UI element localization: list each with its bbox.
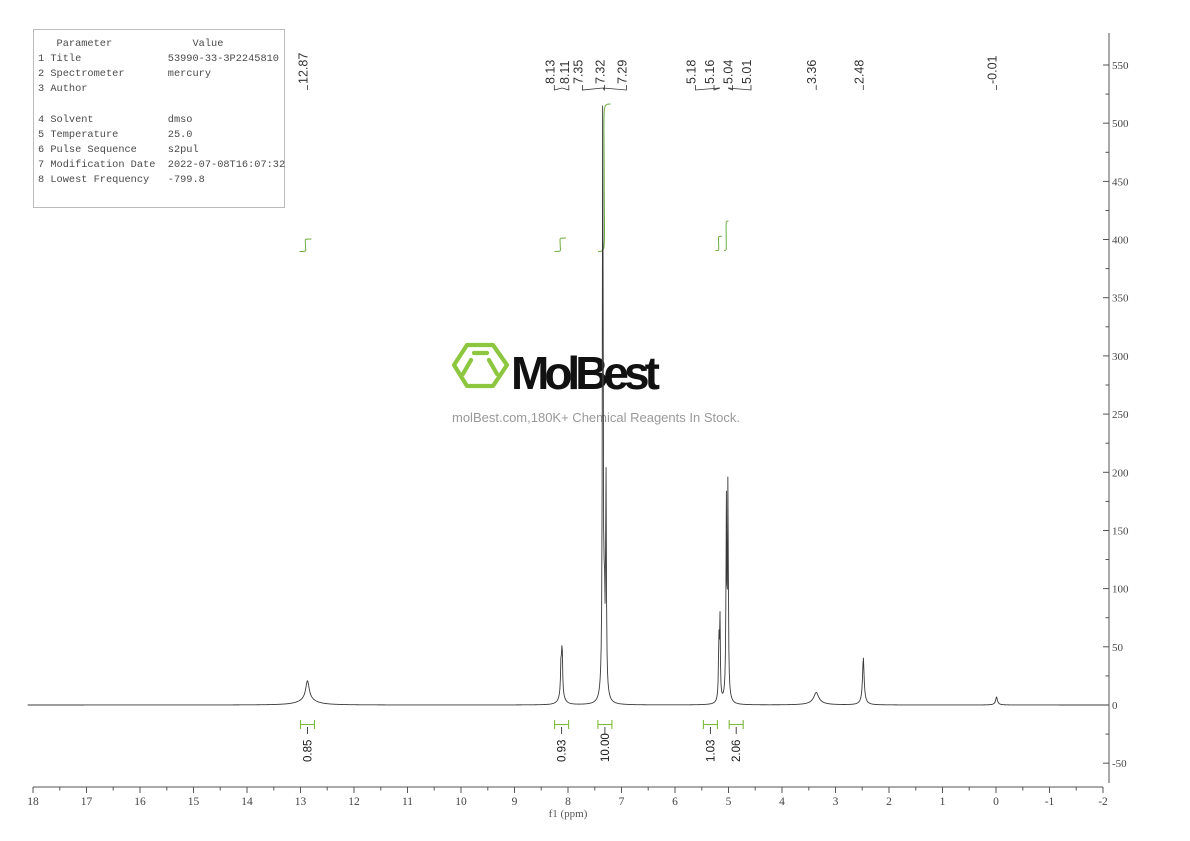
- svg-text:6: 6: [672, 796, 678, 808]
- svg-text:7.29: 7.29: [615, 60, 629, 84]
- svg-text:150: 150: [1112, 526, 1129, 538]
- svg-text:-0.01: -0.01: [986, 55, 1000, 84]
- svg-text:0: 0: [1112, 700, 1118, 712]
- svg-text:-1: -1: [1045, 796, 1055, 808]
- svg-text:5.16: 5.16: [703, 60, 717, 84]
- svg-text:10.00: 10.00: [600, 733, 612, 762]
- svg-text:13: 13: [295, 796, 307, 808]
- svg-text:3: 3: [833, 796, 839, 808]
- svg-text:550: 550: [1112, 60, 1129, 72]
- svg-text:200: 200: [1112, 467, 1129, 479]
- svg-text:2.06: 2.06: [731, 740, 743, 762]
- svg-text:400: 400: [1112, 235, 1129, 247]
- svg-text:0.85: 0.85: [303, 740, 315, 762]
- svg-text:10: 10: [455, 796, 467, 808]
- svg-text:2.48: 2.48: [852, 60, 866, 84]
- svg-text:5.18: 5.18: [685, 60, 699, 84]
- svg-text:14: 14: [241, 796, 253, 808]
- svg-text:12.87: 12.87: [297, 53, 311, 84]
- svg-text:5.01: 5.01: [740, 60, 754, 84]
- svg-text:7: 7: [619, 796, 625, 808]
- svg-text:12: 12: [348, 796, 360, 808]
- svg-text:16: 16: [134, 796, 146, 808]
- svg-text:-50: -50: [1112, 758, 1127, 770]
- svg-text:7.35: 7.35: [571, 60, 585, 84]
- svg-text:1.03: 1.03: [705, 740, 717, 762]
- svg-text:250: 250: [1112, 409, 1129, 421]
- svg-text:7.32: 7.32: [593, 60, 607, 84]
- svg-text:0: 0: [993, 796, 999, 808]
- svg-text:8.13: 8.13: [543, 60, 557, 84]
- svg-text:50: 50: [1112, 642, 1124, 654]
- svg-text:500: 500: [1112, 118, 1129, 130]
- svg-text:2: 2: [886, 796, 892, 808]
- svg-text:f1 (ppm): f1 (ppm): [549, 808, 588, 820]
- svg-text:8: 8: [565, 796, 571, 808]
- svg-text:15: 15: [188, 796, 200, 808]
- svg-text:11: 11: [402, 796, 413, 808]
- svg-text:3.36: 3.36: [805, 60, 819, 84]
- svg-text:450: 450: [1112, 176, 1129, 188]
- svg-text:350: 350: [1112, 293, 1129, 305]
- svg-text:1: 1: [940, 796, 946, 808]
- svg-text:4: 4: [779, 796, 785, 808]
- svg-text:5.04: 5.04: [722, 60, 736, 84]
- svg-text:18: 18: [27, 796, 39, 808]
- svg-text:8.11: 8.11: [558, 61, 572, 84]
- svg-text:100: 100: [1112, 584, 1129, 596]
- svg-text:molBest.com,180K+ Chemical Rea: molBest.com,180K+ Chemical Reagents In S…: [452, 410, 740, 425]
- svg-text:0.93: 0.93: [557, 740, 569, 762]
- svg-text:-2: -2: [1098, 796, 1108, 808]
- svg-text:5: 5: [726, 796, 732, 808]
- svg-text:17: 17: [81, 796, 93, 808]
- svg-text:300: 300: [1112, 351, 1129, 363]
- svg-text:MolBest: MolBest: [511, 347, 660, 399]
- svg-text:9: 9: [512, 796, 518, 808]
